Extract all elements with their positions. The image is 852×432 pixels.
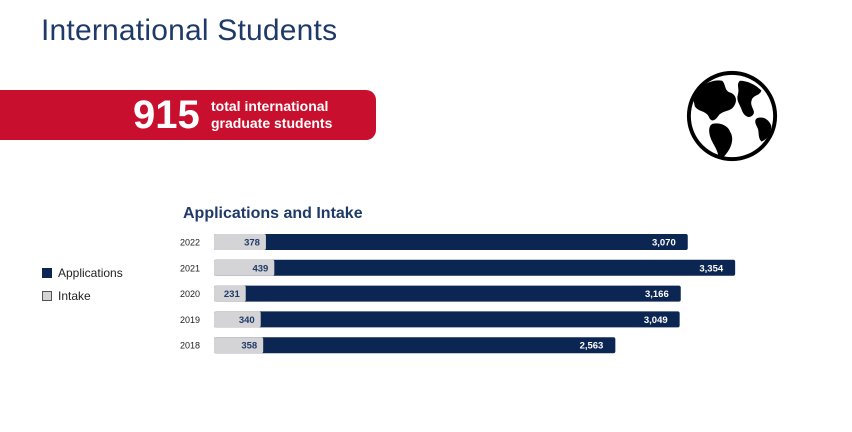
- intake-value-label: 340: [239, 315, 255, 326]
- applications-value-label: 3,070: [652, 238, 676, 249]
- applications-bar: [214, 259, 736, 276]
- stat-label-line2: graduate students: [211, 115, 333, 131]
- intake-value-label: 439: [252, 263, 268, 274]
- intake-bar: [214, 259, 275, 276]
- year-tick-label: 2018: [180, 341, 200, 351]
- stat-label: total international graduate students: [211, 98, 371, 132]
- intake-bar: [214, 234, 266, 250]
- applications-value-label: 3,166: [645, 289, 669, 300]
- globe-icon: [686, 70, 778, 162]
- chart-title: Applications and Intake: [183, 205, 363, 222]
- year-tick-label: 2021: [180, 263, 200, 273]
- applications-bar: [214, 234, 688, 250]
- intake-bar: [214, 311, 261, 328]
- chart-legend: Applications Intake: [42, 261, 123, 307]
- applications-bar: [214, 311, 680, 328]
- year-tick-label: 2020: [180, 289, 200, 299]
- applications-value-label: 3,354: [699, 263, 723, 274]
- stat-label-line1: total international: [211, 98, 329, 114]
- year-tick-label: 2022: [180, 238, 200, 248]
- applications-bar: [214, 337, 616, 354]
- intake-value-label: 231: [224, 289, 241, 300]
- legend-swatch-intake: [42, 290, 52, 301]
- legend-label-applications: Applications: [58, 265, 123, 280]
- page-title: International Students: [41, 14, 338, 47]
- legend-swatch-applications: [42, 267, 52, 278]
- stat-number: 915: [133, 93, 200, 137]
- legend-label-intake: Intake: [58, 288, 91, 303]
- applications-value-label: 2,563: [580, 341, 604, 352]
- legend-item-applications: Applications: [42, 261, 123, 284]
- stat-banner: [0, 90, 376, 140]
- intake-value-label: 378: [244, 238, 260, 249]
- applications-value-label: 3,049: [644, 315, 668, 326]
- year-tick-label: 2019: [180, 315, 200, 325]
- legend-item-intake: Intake: [42, 284, 123, 307]
- intake-value-label: 358: [241, 341, 257, 352]
- intake-bar: [214, 337, 264, 354]
- intake-bar: [214, 285, 246, 302]
- applications-bar: [214, 285, 681, 302]
